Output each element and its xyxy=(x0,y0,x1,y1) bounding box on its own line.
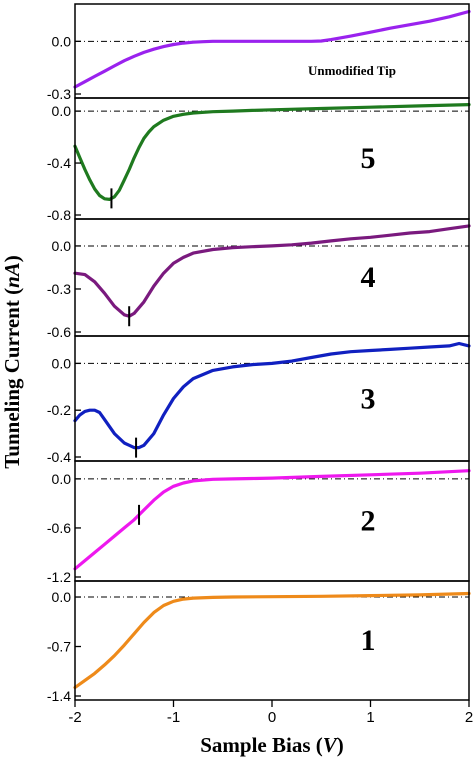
x-tick-label: -2 xyxy=(68,709,81,726)
y-tick-label: -1.4 xyxy=(47,688,71,704)
y-tick-label: -0.6 xyxy=(47,520,71,536)
panel-1: 0.0 -0.7 -1.4 1 xyxy=(47,580,471,704)
panel-2: 0.0 -0.6 -1.2 2 xyxy=(47,460,471,585)
annotation-unmodified-tip: Unmodified Tip xyxy=(308,63,396,78)
y-tick-label: 0.0 xyxy=(52,471,72,487)
y-tick-label: -0.3 xyxy=(47,86,71,102)
y-tick-label: 0.0 xyxy=(52,355,72,371)
y-tick-label: 0.0 xyxy=(52,589,72,605)
panel-3: 0.0 -0.2 -0.4 3 xyxy=(47,335,471,465)
panel-label-3: 3 xyxy=(361,383,376,416)
panel-4: 0.0 -0.3 -0.6 4 xyxy=(47,218,471,340)
panel-5: 0.0 -0.4 -0.8 5 xyxy=(47,97,471,223)
y-axis-title: Tunneling Current (nA) xyxy=(0,255,24,469)
y-tick-label: 0.0 xyxy=(52,103,72,119)
panel-frame xyxy=(74,218,470,337)
x-tick-label: 0 xyxy=(268,709,276,726)
panel-label-1: 1 xyxy=(361,624,376,657)
y-tick-label: -0.6 xyxy=(47,324,71,340)
panel-label-5: 5 xyxy=(361,142,376,175)
y-tick-label: 0.0 xyxy=(52,33,72,49)
y-tick-label: -0.7 xyxy=(47,639,71,655)
series-line-unmodified-tip xyxy=(73,9,471,89)
x-tick-label: 2 xyxy=(465,709,473,726)
series-line-2 xyxy=(73,469,471,571)
panel-label-4: 4 xyxy=(361,261,376,294)
panel-frame xyxy=(74,580,470,701)
x-tick-label: -1 xyxy=(167,709,180,726)
y-tick-label: -0.4 xyxy=(47,155,71,171)
y-tick-label: -0.8 xyxy=(47,207,71,223)
panel-frame xyxy=(74,3,470,99)
x-axis: -2 -1 0 1 2 xyxy=(68,700,473,726)
y-tick-label: -0.4 xyxy=(47,449,71,465)
y-tick-label: -0.2 xyxy=(47,402,71,418)
x-axis-title: Sample Bias (V) xyxy=(200,733,344,757)
y-tick-label: -0.3 xyxy=(47,281,71,297)
panel-unmodified-tip: 0.0 -0.3 Unmodified Tip xyxy=(47,3,471,102)
panel-label-2: 2 xyxy=(361,505,376,538)
series-line-1 xyxy=(73,591,471,690)
series-line-5 xyxy=(73,103,471,201)
series-line-4 xyxy=(73,224,471,318)
y-tick-label: 0.0 xyxy=(52,238,72,254)
y-tick-label: -1.2 xyxy=(47,569,71,585)
series-line-3 xyxy=(73,341,471,450)
panel-frame xyxy=(74,335,470,462)
x-tick-label: 1 xyxy=(366,709,374,726)
